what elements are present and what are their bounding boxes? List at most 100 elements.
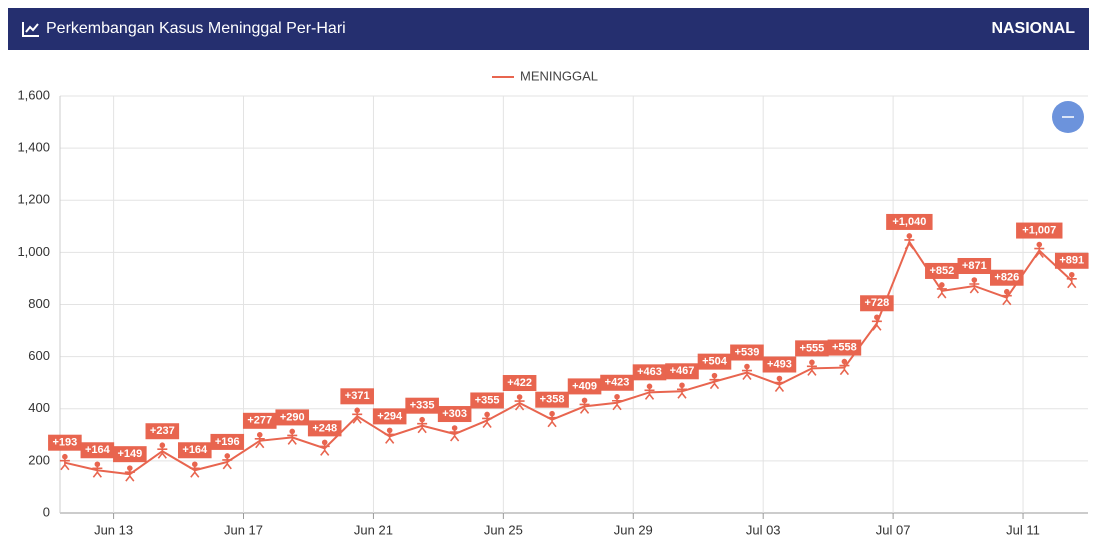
y-tick-label: 600: [28, 348, 50, 363]
marker-head: [191, 461, 198, 468]
value-label-box: [80, 442, 115, 459]
legend-label: MENINGGAL: [520, 68, 598, 83]
marker-body: [871, 319, 882, 331]
value-label-box: [210, 433, 245, 450]
marker: [482, 411, 493, 428]
marker: [124, 465, 135, 482]
x-tick-label: Jun 17: [224, 522, 263, 537]
value-label: +294: [377, 410, 403, 422]
marker-body: [774, 380, 785, 393]
marker-head: [94, 461, 101, 468]
y-tick-label: 1,400: [17, 140, 50, 155]
value-label-box: [48, 434, 82, 451]
marker: [579, 397, 590, 414]
value-label: +335: [410, 400, 435, 412]
value-label-box: [405, 397, 439, 414]
marker: [92, 461, 103, 478]
value-label: +493: [767, 358, 792, 370]
x-tick-label: Jul 11: [1006, 522, 1040, 537]
marker-body: [676, 387, 687, 399]
marker-body: [1066, 276, 1077, 289]
marker: [644, 383, 655, 400]
marker-body: [514, 399, 525, 411]
value-label: +303: [442, 408, 467, 420]
marker-body: [579, 402, 590, 414]
value-label: +164: [85, 444, 111, 456]
value-label: +1,040: [892, 216, 926, 228]
marker-head: [386, 427, 393, 434]
value-label: +728: [864, 297, 889, 309]
marker: [189, 461, 200, 478]
marker-body: [1034, 246, 1045, 259]
value-label-box: [1016, 222, 1063, 239]
marker-head: [159, 442, 166, 449]
value-label-box: [697, 353, 732, 370]
marker: [222, 453, 233, 470]
marker: [676, 382, 687, 399]
marker-body: [741, 368, 752, 381]
marker-body: [449, 430, 460, 442]
value-label-box: [145, 423, 180, 440]
value-label: +423: [605, 377, 630, 389]
value-label-box: [502, 375, 537, 392]
marker-body: [969, 281, 980, 294]
marker-body: [936, 286, 947, 299]
value-label-box: [860, 295, 894, 312]
marker-head: [289, 428, 296, 435]
y-tick-label: 400: [28, 400, 50, 415]
marker-head: [581, 397, 588, 404]
marker-body: [709, 377, 720, 390]
marker-head: [224, 453, 231, 459]
marker-head: [1003, 288, 1010, 295]
marker-head: [1036, 241, 1043, 248]
value-label-box: [242, 412, 277, 429]
marker: [352, 407, 363, 424]
title: Perkembangan Kasus Meninggal Per-Hari: [46, 20, 346, 37]
value-label-box: [275, 409, 310, 426]
marker-body: [839, 363, 850, 376]
marker: [774, 375, 785, 393]
marker-body: [806, 364, 817, 376]
value-label: +463: [637, 366, 662, 378]
value-label: +422: [507, 377, 532, 389]
value-label: +467: [670, 365, 695, 377]
y-tick-label: 800: [28, 296, 50, 311]
value-label-box: [600, 374, 634, 391]
y-tick-label: 1,200: [17, 192, 50, 207]
marker: [319, 439, 330, 456]
marker: [1066, 271, 1077, 289]
marker-head: [906, 233, 913, 239]
marker-body: [547, 415, 558, 428]
marker: [904, 233, 915, 250]
marker-head: [451, 425, 458, 431]
marker-head: [874, 314, 880, 321]
marker: [59, 453, 70, 471]
value-label-box: [1054, 252, 1089, 269]
marker-body: [319, 444, 330, 456]
x-tick-label: Jun 25: [484, 522, 523, 537]
value-label-box: [665, 363, 699, 380]
marker: [612, 393, 623, 411]
marker-body: [222, 457, 233, 470]
value-label-box: [730, 344, 764, 361]
marker: [417, 416, 428, 434]
value-label-box: [989, 269, 1024, 286]
value-label: +871: [962, 260, 987, 272]
value-label-box: [886, 213, 933, 230]
x-tick-label: Jun 29: [614, 522, 653, 537]
marker: [806, 359, 817, 376]
marker-body: [189, 466, 200, 478]
value-label-box: [470, 392, 504, 409]
marker: [157, 442, 168, 459]
value-label: +539: [735, 346, 760, 358]
marker: [449, 425, 460, 442]
value-label: +409: [572, 380, 597, 392]
value-label: +826: [994, 272, 1019, 284]
value-label-box: [177, 442, 212, 459]
value-label: +1,007: [1022, 224, 1056, 236]
marker-body: [384, 432, 395, 444]
marker: [514, 394, 525, 411]
value-label-box: [925, 262, 959, 279]
